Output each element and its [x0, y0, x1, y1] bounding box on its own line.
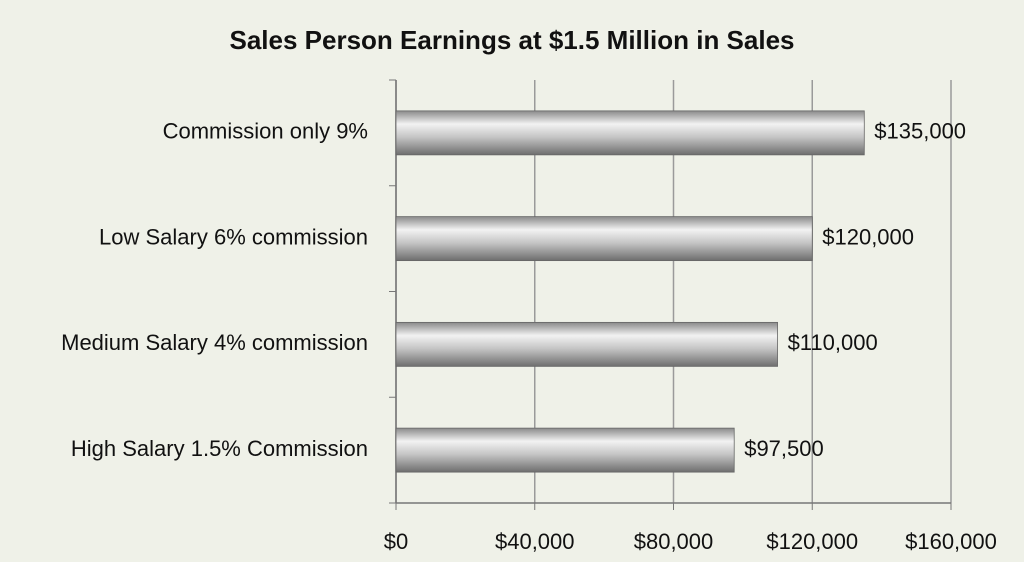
bar: [395, 321, 778, 367]
x-tick-label: $40,000: [495, 529, 575, 554]
x-tick-label: $80,000: [634, 529, 714, 554]
x-tick-label: $120,000: [766, 529, 858, 554]
value-label: $135,000: [874, 119, 966, 144]
bar: [395, 110, 865, 156]
x-tick-label: $160,000: [905, 529, 997, 554]
chart-title: Sales Person Earnings at $1.5 Million in…: [230, 25, 795, 55]
x-tick-label: $0: [384, 529, 408, 554]
bar: [395, 216, 813, 262]
y-tick-label: Medium Salary 4% commission: [61, 330, 368, 355]
value-label: $97,500: [744, 436, 824, 461]
y-tick-label: Commission only 9%: [163, 119, 368, 144]
value-label: $110,000: [788, 330, 878, 355]
bar: [395, 427, 735, 473]
y-tick-label: High Salary 1.5% Commission: [71, 436, 368, 461]
y-tick-label: Low Salary 6% commission: [99, 224, 368, 249]
value-label: $120,000: [822, 224, 914, 249]
